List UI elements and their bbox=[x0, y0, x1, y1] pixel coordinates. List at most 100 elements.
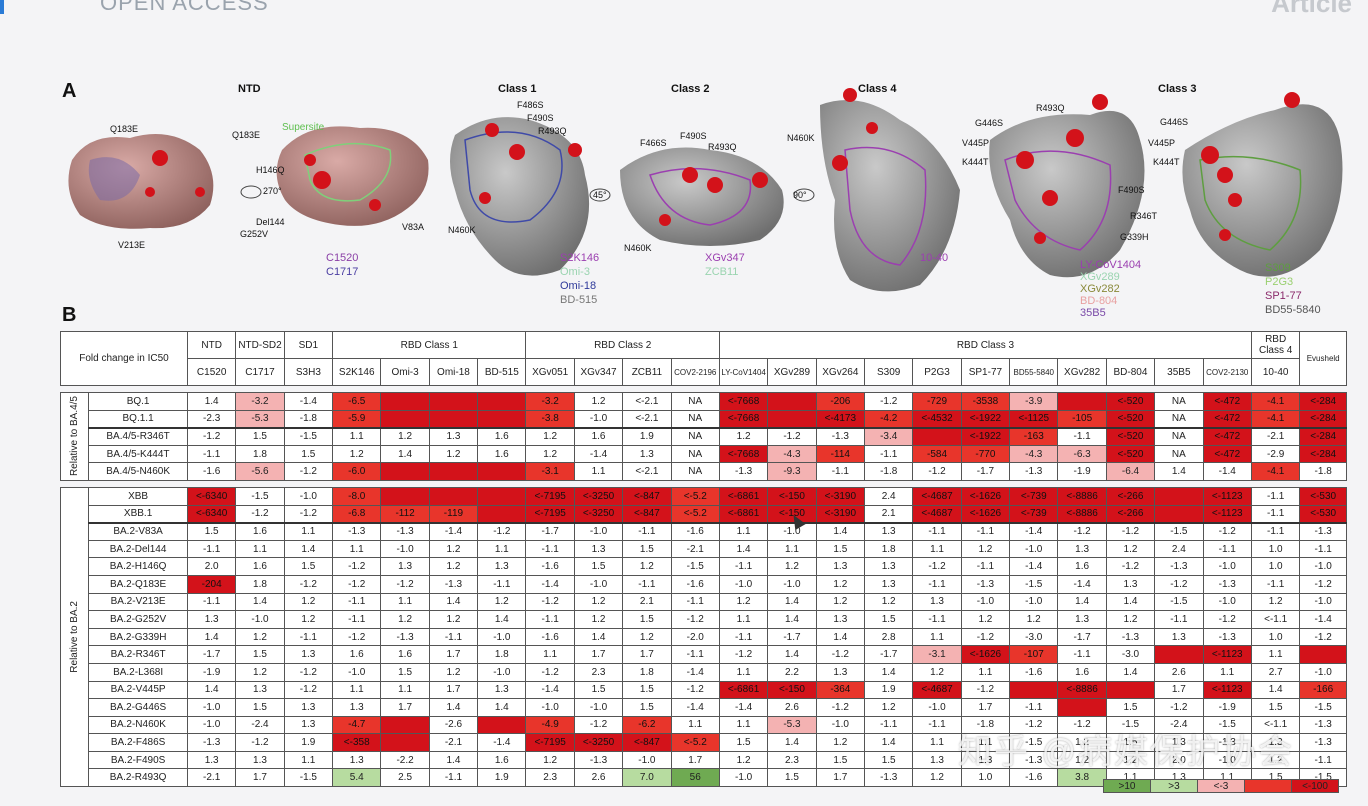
fold-change-cell: <-358 bbox=[332, 733, 382, 752]
fold-change-cell: <-8886 bbox=[1057, 504, 1107, 524]
fold-change-cell: 1.2 bbox=[1105, 750, 1156, 770]
fold-change-cell: -1.0 bbox=[283, 486, 334, 506]
variant-name: BA.4/5-K444T bbox=[88, 444, 188, 464]
fold-change-cell: <-5.2 bbox=[670, 486, 720, 506]
mutation-label: G252V bbox=[240, 229, 269, 239]
fold-change-cell: -1.5 bbox=[670, 557, 720, 576]
fold-change-cell: -1.5 bbox=[1154, 592, 1204, 612]
class2-surface bbox=[620, 147, 784, 246]
fold-change-cell: 1.6 bbox=[477, 444, 527, 464]
fold-change-cell: -1.2 bbox=[283, 680, 334, 700]
fold-change-cell: -1.1 bbox=[622, 574, 672, 594]
rotation-label: 270° bbox=[263, 186, 282, 196]
fold-change-cell: 1.3 bbox=[235, 750, 285, 770]
open-access-badge: OPEN ACCESS bbox=[100, 0, 269, 15]
table-row: BA.4/5-N460K -1.6 -5.6 -1.2 -6.0 -3.1 1.1 <-2.1… bbox=[61, 462, 1347, 481]
mutation-label: R346T bbox=[1130, 211, 1158, 221]
fold-change-cell: -3.1 bbox=[912, 645, 962, 664]
fold-change-cell: 1.7 bbox=[428, 680, 479, 700]
antibody-label: ZCB11 bbox=[705, 266, 739, 278]
fold-change-cell: -1.4 bbox=[428, 521, 479, 541]
fold-change-cell: 1.3 bbox=[573, 539, 624, 559]
table-row: BA.2-Del144 -1.1 1.1 1.4 1.1 -1.0 1.2 1.1 -1.1 1.… bbox=[61, 539, 1347, 559]
fold-change-cell: -1.0 bbox=[573, 574, 624, 594]
fold-change-cell: <-3250 bbox=[573, 486, 624, 506]
fold-change-cell: <-266 bbox=[1105, 504, 1156, 524]
fold-change-cell: -1.5 bbox=[283, 426, 334, 446]
fold-change-cell: 1.2 bbox=[428, 610, 479, 629]
fold-change-cell: 1.7 bbox=[622, 645, 672, 664]
fold-change-cell: -1.0 bbox=[718, 574, 769, 594]
variant-name: BA.2-Del144 bbox=[88, 539, 188, 559]
fold-change-cell: -1.0 bbox=[1202, 557, 1252, 576]
fold-change-cell: 1.1 bbox=[573, 462, 624, 481]
fold-change-cell: -1.0 bbox=[622, 750, 672, 770]
fold-change-cell: NA bbox=[1154, 409, 1204, 429]
mutation-label: V83A bbox=[402, 222, 425, 232]
fold-change-cell: -770 bbox=[960, 444, 1011, 464]
fold-change-cell: -4.3 bbox=[767, 444, 817, 464]
fold-change-cell bbox=[380, 392, 430, 411]
fold-change-cell: -1.6 bbox=[525, 627, 575, 647]
mutation-label: F490S bbox=[527, 113, 554, 123]
fold-change-cell: -2.0 bbox=[670, 627, 720, 647]
fold-change-cell: 1.4 bbox=[1105, 662, 1156, 682]
column-header: Omi-18 bbox=[428, 358, 479, 386]
fold-change-cell: <-520 bbox=[1105, 426, 1156, 446]
fold-change-cell: 1.7 bbox=[670, 750, 720, 770]
fold-change-cell: 1.1 bbox=[912, 539, 962, 559]
mutation-label: F466S bbox=[640, 138, 667, 148]
fold-change-cell: -166 bbox=[1299, 680, 1347, 700]
antibody-label: P2G3 bbox=[1265, 276, 1294, 288]
fold-change-cell: 1.2 bbox=[283, 592, 334, 612]
fold-change-cell: 1.2 bbox=[380, 426, 430, 446]
fold-change-cell: 1.2 bbox=[815, 592, 866, 612]
fold-change-cell bbox=[1299, 645, 1347, 664]
column-group-header: RBD Class 3 bbox=[718, 331, 1252, 359]
fold-change-cell: -1.7 bbox=[863, 645, 914, 664]
fold-change-cell: -3.0 bbox=[1105, 645, 1156, 664]
fold-change-cell: 1.5 bbox=[573, 680, 624, 700]
fold-change-cell: -1.2 bbox=[235, 733, 285, 752]
fold-change-cell: -1.2 bbox=[1057, 521, 1107, 541]
fold-change-cell: -1.1 bbox=[332, 610, 382, 629]
fold-change-cell: -105 bbox=[1057, 409, 1107, 429]
fold-change-cell: 1.2 bbox=[332, 444, 382, 464]
fold-change-cell: 1.3 bbox=[815, 610, 866, 629]
mutation-label: N460K bbox=[448, 225, 476, 235]
antibody-label: XGv289 bbox=[1080, 271, 1120, 283]
column-group-header: RBD Class 1 bbox=[332, 331, 527, 359]
mutation-label: F486S bbox=[517, 100, 544, 110]
fold-change-cell: -1.2 bbox=[718, 645, 769, 664]
panel-a-letter: A bbox=[62, 80, 77, 102]
fold-change-cell: 1.3 bbox=[380, 557, 430, 576]
fold-change-cell: -1.4 bbox=[718, 698, 769, 717]
fold-change-cell: -1.5 bbox=[1154, 521, 1204, 541]
fold-change-cell: 1.2 bbox=[1105, 610, 1156, 629]
fold-change-cell: -1.6 bbox=[670, 521, 720, 541]
fold-change-cell: -1.2 bbox=[525, 592, 575, 612]
fold-change-cell: -2.1 bbox=[670, 539, 720, 559]
fold-change-cell: 1.2 bbox=[283, 610, 334, 629]
fold-change-cell: -5.3 bbox=[767, 715, 817, 735]
fold-change-cell: <-3190 bbox=[815, 504, 866, 524]
fold-change-cell: 1.3 bbox=[622, 444, 672, 464]
fold-change-cell: -1.0 bbox=[1299, 592, 1347, 612]
fold-change-cell: -1.1 bbox=[1250, 504, 1301, 524]
fold-change-table: Fold change in IC50 NTD NTD-SD2 SD1 RBD Clas… bbox=[59, 331, 1347, 788]
fold-change-cell: 1.2 bbox=[573, 392, 624, 411]
fold-change-cell: 1.3 bbox=[863, 521, 914, 541]
fold-change-cell: -1.0 bbox=[573, 698, 624, 717]
legend-swatch: <-3 bbox=[1197, 779, 1245, 793]
fold-change-cell: <-847 bbox=[622, 486, 672, 506]
fold-change-cell: -1.4 bbox=[1057, 574, 1107, 594]
fold-change-cell: -1.1 bbox=[912, 610, 962, 629]
fold-change-cell: -1.9 bbox=[1057, 462, 1107, 481]
fold-change-cell: -1.3 bbox=[1009, 462, 1059, 481]
fold-change-cell: -1.1 bbox=[863, 444, 914, 464]
fig-title-class4: Class 4 bbox=[858, 83, 897, 95]
fold-change-cell: <-472 bbox=[1202, 426, 1252, 446]
fold-change-cell: -1.1 bbox=[186, 539, 237, 559]
antibody-label: S309 bbox=[1265, 262, 1291, 274]
fold-change-cell: -1.1 bbox=[1057, 645, 1107, 664]
